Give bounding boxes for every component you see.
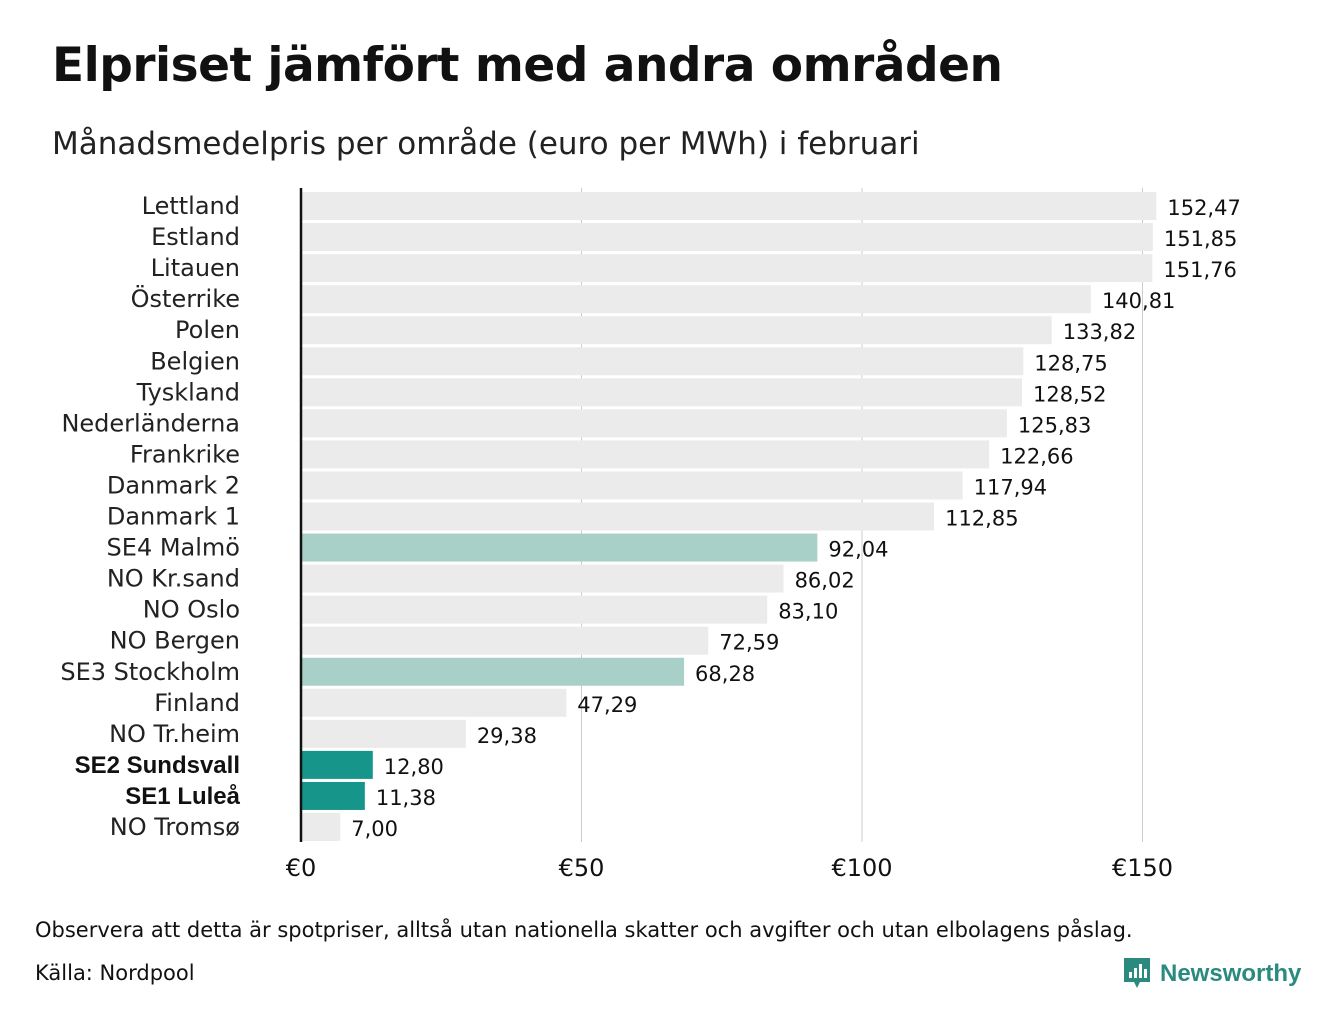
value-label: 125,83: [1018, 413, 1091, 437]
value-label: 152,47: [1167, 196, 1240, 220]
source-credit: Källa: Nordpool: [35, 961, 195, 985]
bar: [302, 347, 1024, 376]
category-label: Lettland: [142, 192, 240, 220]
category-label: Estland: [151, 223, 240, 251]
bar: [302, 533, 818, 562]
value-label: 7,00: [351, 817, 398, 841]
category-label: NO Oslo: [143, 596, 240, 624]
value-label: 92,04: [828, 538, 888, 562]
category-label: NO Tr.heim: [109, 720, 240, 748]
category-label: Belgien: [150, 347, 240, 375]
value-label: 68,28: [695, 662, 755, 686]
bar: [302, 595, 768, 624]
chart-subtitle: Månadsmedelpris per område (euro per MWh…: [52, 126, 920, 162]
bar: [302, 750, 373, 779]
value-label: 29,38: [477, 724, 537, 748]
value-labels: 152,47 151,85 151,76 140,81 133,82 128,75 128,…: [351, 196, 1241, 841]
bar: [302, 719, 466, 748]
bar: [302, 409, 1007, 438]
value-label: 112,85: [945, 507, 1018, 531]
value-label: 151,85: [1164, 227, 1237, 251]
value-label: 133,82: [1063, 320, 1136, 344]
x-tick-label: €0: [286, 854, 317, 882]
category-label: SE3 Stockholm: [60, 658, 240, 686]
category-label: Finland: [154, 689, 240, 717]
brand-logo: Newsworthy: [1122, 954, 1301, 994]
bar: [302, 254, 1153, 283]
bar: [302, 316, 1052, 345]
bar: [302, 813, 341, 841]
value-label: 151,76: [1163, 258, 1236, 282]
bars: [302, 192, 1157, 841]
value-label: 12,80: [384, 755, 444, 779]
category-label: Österrike: [131, 284, 240, 313]
bar: [302, 564, 784, 593]
category-label: NO Bergen: [110, 627, 240, 655]
value-label: 83,10: [778, 600, 838, 624]
bar: [302, 657, 685, 686]
category-label: Frankrike: [130, 440, 240, 468]
x-axis-ticks: €0 €50 €100 €150: [286, 854, 1173, 882]
bar: [302, 378, 1022, 407]
category-label: NO Tromsø: [110, 813, 240, 841]
bar: [302, 688, 567, 717]
x-tick-label: €150: [1112, 854, 1173, 882]
bar: [302, 471, 963, 500]
value-label: 128,52: [1033, 382, 1106, 406]
x-tick-label: €100: [831, 854, 892, 882]
category-label: Litauen: [151, 254, 240, 282]
bar: [302, 223, 1153, 252]
bar: [302, 626, 709, 655]
footnote: Observera att detta är spotpriser, allts…: [35, 918, 1133, 942]
category-label: Danmark 2: [107, 471, 240, 499]
bar: [302, 192, 1157, 220]
value-label: 128,75: [1034, 351, 1107, 375]
value-label: 122,66: [1000, 444, 1073, 468]
value-label: 72,59: [719, 631, 779, 655]
value-label: 47,29: [577, 693, 637, 717]
x-tick-label: €50: [559, 854, 605, 882]
bar: [302, 502, 935, 531]
bar: [302, 285, 1091, 314]
category-label: Tyskland: [136, 378, 240, 406]
value-label: 11,38: [376, 786, 436, 810]
value-label: 117,94: [974, 475, 1047, 499]
chart-title: Elpriset jämfört med andra områden: [52, 38, 1003, 93]
bar-chart-speech-bubble-icon: [1124, 958, 1150, 988]
category-label: SE4 Malmö: [107, 534, 240, 562]
category-label: SE2 Sundsvall: [75, 752, 240, 779]
value-label: 86,02: [795, 569, 855, 593]
bar: [302, 440, 990, 469]
category-label: Polen: [175, 316, 240, 344]
category-label: SE1 Luleå: [125, 783, 240, 810]
category-label: Nederländerna: [61, 409, 240, 437]
category-label: Danmark 1: [107, 503, 240, 531]
brand-name: Newsworthy: [1160, 960, 1302, 987]
value-label: 140,81: [1102, 289, 1175, 313]
bar: [302, 781, 365, 810]
category-label: NO Kr.sand: [107, 565, 240, 593]
